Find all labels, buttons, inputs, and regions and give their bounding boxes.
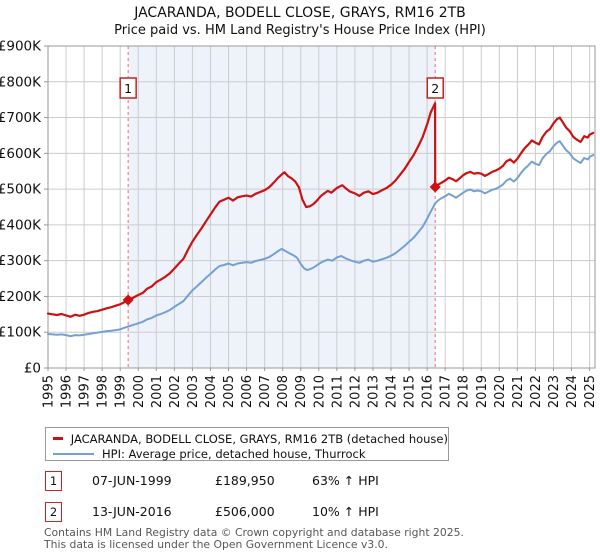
y-axis-labels: £0 £100K £200K £300K £400K £500K £600K £700K £80… [0,39,42,377]
grid-lines [48,46,595,368]
svg-text:£200K: £200K [0,289,42,305]
svg-text:1996: 1996 [60,375,75,408]
legend-item-hpi: HPI: Average price, detached house, Thur… [53,446,448,461]
svg-text:2013: 2013 [366,375,381,408]
svg-text:2008: 2008 [276,375,291,408]
svg-text:2009: 2009 [294,375,309,408]
svg-text:2025: 2025 [583,375,598,408]
sale-1-marker [122,294,134,306]
svg-text:£400K: £400K [0,217,42,233]
svg-text:£800K: £800K [0,74,42,90]
svg-text:1999: 1999 [114,375,129,408]
svg-text:2022: 2022 [529,375,544,408]
svg-text:2000: 2000 [132,375,147,408]
sale-1-flag-label: 1 [124,81,132,96]
ownership-period-band [128,46,436,368]
svg-text:£0: £0 [24,361,41,377]
page-subtitle: Price paid vs. HM Land Registry's House … [114,23,486,38]
svg-text:2002: 2002 [168,375,183,408]
chart-legend: JACARANDA, BODELL CLOSE, GRAYS, RM16 2TB… [45,427,449,461]
svg-text:2021: 2021 [511,375,526,408]
sale-2-date: 13-JUN-2016 [92,504,172,519]
svg-text:2018: 2018 [457,375,472,408]
legend-item-property: JACARANDA, BODELL CLOSE, GRAYS, RM16 2TB… [53,431,448,446]
axis-ticks [44,45,591,371]
svg-text:£700K: £700K [0,110,42,126]
plot-frame [47,45,596,369]
sale-1-hpi-delta: 63% ↑ HPI [312,473,379,488]
sale-2-price: £506,000 [215,504,275,519]
svg-text:2003: 2003 [186,375,201,408]
legend-label-hpi: HPI: Average price, detached house, Thur… [102,446,366,461]
sale-annotation-row-1: 1 07-JUN-1999 £189,950 63% ↑ HPI [0,471,600,491]
svg-text:£300K: £300K [0,253,42,269]
svg-text:2012: 2012 [348,375,363,408]
svg-text:2017: 2017 [439,375,454,408]
hpi-line-swatch [53,452,94,455]
sale-1-price: £189,950 [215,473,275,488]
footer-copyright-line: Contains HM Land Registry data © Crown c… [44,526,464,539]
svg-text:1995: 1995 [42,375,57,408]
svg-text:2023: 2023 [547,375,562,408]
svg-text:1997: 1997 [78,375,93,408]
footer: Contains HM Land Registry data © Crown c… [44,527,600,550]
sale-2-marker [429,181,441,193]
sale-2-number-box: 2 [45,502,62,522]
svg-text:£600K: £600K [0,146,42,162]
svg-text:2006: 2006 [240,375,255,408]
svg-text:2007: 2007 [258,375,273,408]
svg-text:£500K: £500K [0,182,42,198]
property-price-line [46,102,595,318]
sale-2-flag-box [426,77,444,99]
page-title: JACARANDA, BODELL CLOSE, GRAYS, RM16 2TB [134,5,466,21]
svg-text:1998: 1998 [96,375,111,408]
sale-2-hpi-delta: 10% ↑ HPI [312,504,379,519]
legend-label-property: JACARANDA, BODELL CLOSE, GRAYS, RM16 2TB… [70,431,448,446]
svg-text:£100K: £100K [0,325,42,341]
svg-text:2010: 2010 [312,375,327,408]
svg-text:£900K: £900K [0,39,42,55]
svg-text:2011: 2011 [330,375,345,408]
svg-text:2001: 2001 [150,375,165,408]
svg-text:2005: 2005 [222,375,237,408]
svg-text:2004: 2004 [204,375,219,408]
sale-2-flag-label: 2 [431,81,439,96]
sale-annotation-row-2: 2 13-JUN-2016 £506,000 10% ↑ HPI [0,502,600,522]
svg-text:2016: 2016 [421,375,436,408]
hpi-average-line [47,140,595,338]
sale-1-flag-box [119,77,137,99]
footer-licence-line: This data is licensed under the Open Gov… [44,537,388,551]
property-line-swatch [53,437,63,440]
price-history-plot: £0 £100K £200K £300K £400K £500K £600K £700K £80… [0,39,599,409]
svg-text:2020: 2020 [493,375,508,408]
sale-1-number-box: 1 [45,471,62,491]
sale-1-date: 07-JUN-1999 [92,473,172,488]
x-axis-labels: 1995 1996 1997 1998 1999 2000 2001 2002 2003 2004… [42,375,599,408]
svg-text:2015: 2015 [403,375,418,408]
svg-text:2024: 2024 [565,375,580,408]
svg-text:2019: 2019 [475,375,490,408]
svg-text:2014: 2014 [385,375,400,408]
